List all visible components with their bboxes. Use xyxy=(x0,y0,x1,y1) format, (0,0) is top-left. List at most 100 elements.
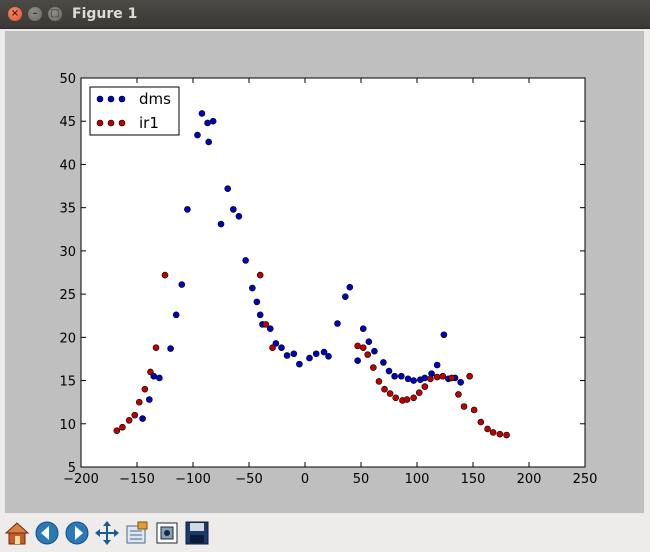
home-icon[interactable] xyxy=(4,520,30,546)
data-point-dms xyxy=(242,257,249,264)
x-tick-label: 250 xyxy=(573,472,598,487)
data-point-ir1 xyxy=(113,427,121,434)
data-point-ir1 xyxy=(403,396,411,403)
data-point-dms xyxy=(178,281,186,288)
y-tick-label: 15 xyxy=(59,375,76,390)
legend-marker-dms xyxy=(96,95,104,103)
data-point-dms xyxy=(204,119,211,127)
forward-icon[interactable] xyxy=(64,520,90,546)
x-tick-label: −100 xyxy=(175,472,211,487)
plot-area xyxy=(80,77,586,468)
data-point-dms xyxy=(139,415,146,422)
save-icon[interactable] xyxy=(184,520,210,546)
data-point-ir1 xyxy=(410,394,417,402)
data-point-ir1 xyxy=(392,394,400,402)
maximize-icon[interactable]: □ xyxy=(48,7,62,21)
data-point-ir1 xyxy=(256,271,264,279)
data-point-dms xyxy=(290,350,298,358)
y-tick-label: 30 xyxy=(59,245,76,260)
data-point-dms xyxy=(198,110,206,117)
close-icon[interactable]: × xyxy=(8,7,22,21)
y-tick-label: 10 xyxy=(59,418,76,433)
data-point-dms xyxy=(209,117,217,125)
x-tick-label: −200 xyxy=(63,472,99,487)
data-point-ir1 xyxy=(161,271,169,279)
data-point-dms xyxy=(433,361,441,369)
series-ir1 xyxy=(113,271,510,439)
data-point-dms xyxy=(391,372,398,380)
data-point-ir1 xyxy=(370,364,377,371)
data-point-dms xyxy=(266,325,274,332)
y-tick-label: 45 xyxy=(59,115,76,130)
data-point-ir1 xyxy=(364,351,372,358)
y-tick-label: 20 xyxy=(59,331,76,346)
data-point-ir1 xyxy=(381,385,388,393)
data-point-dms xyxy=(359,325,367,332)
data-point-ir1 xyxy=(470,406,478,414)
series-dms xyxy=(139,110,464,422)
data-point-dms xyxy=(230,206,237,213)
data-point-dms xyxy=(371,347,378,355)
data-point-ir1 xyxy=(460,403,468,410)
data-point-dms xyxy=(306,354,313,362)
data-point-dms xyxy=(235,213,243,220)
pan-icon[interactable] xyxy=(94,520,120,546)
data-point-dms xyxy=(385,367,393,375)
y-tick-label: 35 xyxy=(59,202,76,217)
data-point-ir1 xyxy=(262,321,270,328)
data-point-ir1 xyxy=(269,344,276,352)
y-tick-label: 25 xyxy=(59,288,76,303)
data-point-ir1 xyxy=(466,372,473,380)
data-point-ir1 xyxy=(433,373,441,381)
window-title: Figure 1 xyxy=(72,6,138,22)
data-point-ir1 xyxy=(477,418,485,426)
data-point-dms xyxy=(440,331,448,339)
data-point-dms xyxy=(342,293,349,301)
data-point-dms xyxy=(354,357,361,364)
x-tick-label: 200 xyxy=(517,472,542,487)
data-point-dms xyxy=(421,374,429,382)
data-point-dms xyxy=(283,352,291,359)
data-point-dms xyxy=(346,283,354,291)
data-point-ir1 xyxy=(415,389,423,396)
data-point-ir1 xyxy=(119,423,126,431)
back-icon[interactable] xyxy=(34,520,60,546)
data-point-ir1 xyxy=(496,430,504,438)
x-tick-label: 100 xyxy=(405,472,430,487)
data-point-dms xyxy=(312,350,320,358)
data-point-dms xyxy=(296,360,303,368)
data-point-dms xyxy=(278,344,285,352)
title-bar: × – □ Figure 1 xyxy=(0,0,650,29)
data-point-dms xyxy=(325,353,332,360)
data-point-dms xyxy=(146,396,153,403)
data-point-ir1 xyxy=(147,368,154,376)
zoom-icon[interactable] xyxy=(154,520,180,546)
data-point-dms xyxy=(194,131,201,139)
y-tick-label: 40 xyxy=(59,158,76,173)
data-point-ir1 xyxy=(125,417,133,424)
minimize-icon[interactable]: – xyxy=(28,7,42,21)
data-point-dms xyxy=(172,311,180,319)
axis-ticks: −200 −150 −100 −50 0 50 100 150 200 250 5 10 15 20 25 3… xyxy=(59,72,597,487)
x-tick-label: −50 xyxy=(235,472,262,487)
data-point-ir1 xyxy=(455,391,462,398)
data-point-dms xyxy=(380,359,387,366)
legend-marker-dms xyxy=(118,95,126,103)
configure-subplots-icon[interactable] xyxy=(124,520,150,546)
data-points xyxy=(113,110,510,439)
data-point-dms xyxy=(398,372,405,380)
x-tick-label: 0 xyxy=(301,472,309,487)
data-point-dms xyxy=(217,220,225,228)
chart: −200 −150 −100 −50 0 50 100 150 200 250 5 10 15 20 25 3… xyxy=(59,72,597,487)
data-point-dms xyxy=(404,375,412,383)
data-point-dms xyxy=(205,138,212,146)
data-point-dms xyxy=(410,377,417,384)
data-point-ir1 xyxy=(427,375,434,383)
data-point-dms xyxy=(256,311,264,319)
data-point-ir1 xyxy=(359,344,367,352)
data-point-ir1 xyxy=(131,411,139,419)
data-point-dms xyxy=(167,345,174,352)
data-point-ir1 xyxy=(135,398,143,406)
x-tick-label: 50 xyxy=(353,472,370,487)
